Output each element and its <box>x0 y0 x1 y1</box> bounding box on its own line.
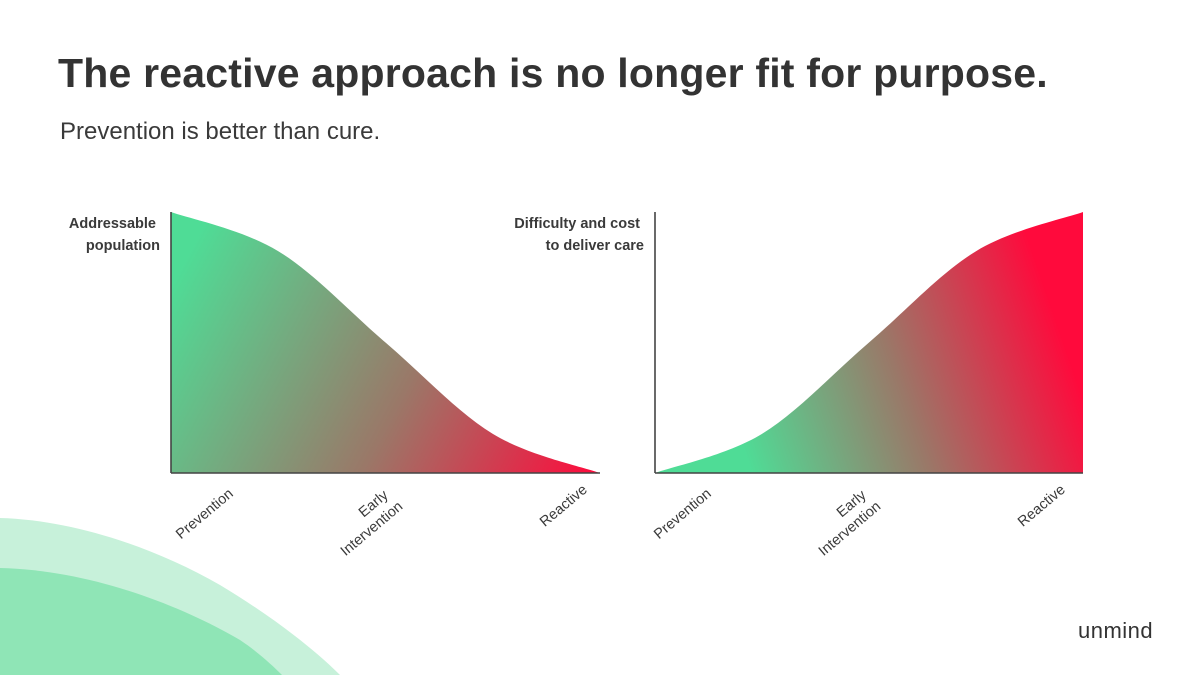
chart-left-ylabel-line2: population <box>86 238 160 254</box>
decor-wave-mid <box>0 568 282 675</box>
slide-title: The reactive approach is no longer fit f… <box>58 50 1048 96</box>
chart-right-tick-early-intervention: Early Intervention <box>804 485 884 560</box>
chart-right-tick-reactive: Reactive <box>1015 482 1069 531</box>
chart-left-tick-early-intervention: Early Intervention <box>326 485 406 560</box>
chart-left: Addressable population Prevention Early … <box>69 212 600 560</box>
chart-right-ylabel-line1: Difficulty and cost <box>514 216 640 232</box>
chart-right-tick-prevention: Prevention <box>651 486 714 543</box>
chart-right: Difficulty and cost to deliver care Prev… <box>514 212 1083 560</box>
brand-logo: unmind <box>1078 618 1154 643</box>
chart-left-ylabel-line1: Addressable <box>69 216 156 232</box>
slide-subtitle: Prevention is better than cure. <box>60 118 381 145</box>
chart-left-ylabel: Addressable population <box>69 216 160 254</box>
chart-right-area <box>655 212 1083 473</box>
chart-right-ylabel-line2: to deliver care <box>546 238 644 254</box>
chart-left-area <box>171 212 600 473</box>
chart-right-ylabel: Difficulty and cost to deliver care <box>514 216 644 254</box>
chart-left-tick-reactive: Reactive <box>537 482 591 531</box>
chart-left-tick-prevention: Prevention <box>173 486 236 543</box>
